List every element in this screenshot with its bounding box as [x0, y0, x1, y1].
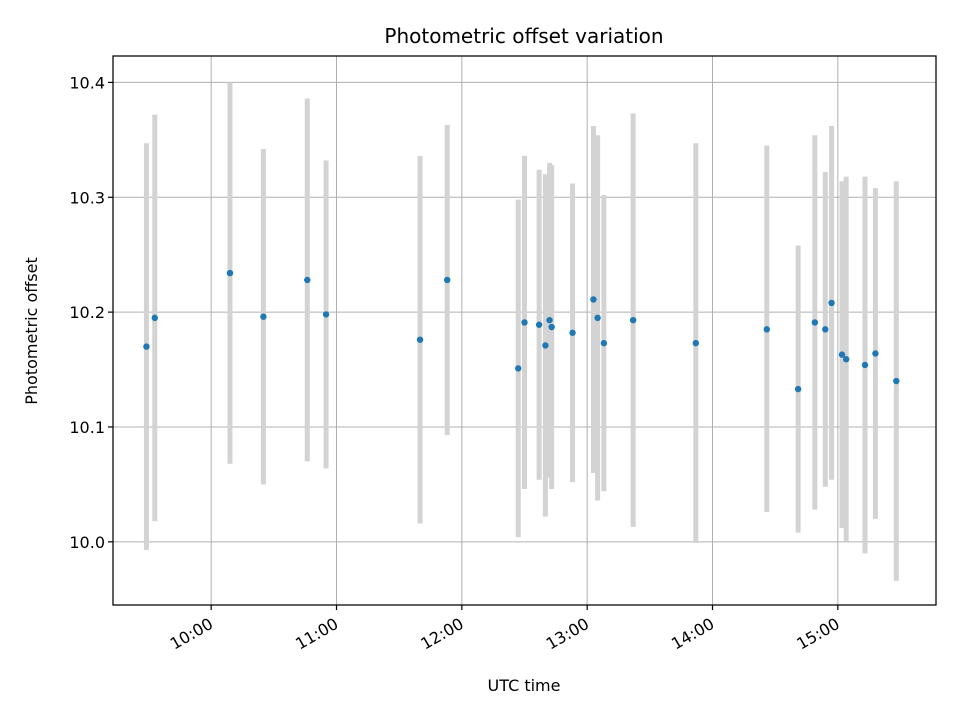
data-point	[594, 314, 601, 322]
data-point	[521, 319, 528, 326]
y-axis-ticks: 10.0 10.1 10.2 10.3 10.4	[69, 73, 113, 552]
data-point	[416, 336, 424, 343]
data-point	[151, 314, 158, 322]
data-point	[226, 269, 234, 277]
data-point	[546, 316, 553, 324]
data-point	[444, 276, 451, 284]
data-points	[143, 269, 900, 393]
data-point	[794, 385, 802, 393]
data-point	[548, 323, 555, 331]
plot-frame	[112, 55, 937, 606]
y-tick-label: 10.0	[69, 533, 105, 552]
y-tick-label: 10.2	[69, 303, 105, 322]
data-point	[763, 326, 771, 333]
y-tick-label: 10.4	[69, 73, 105, 92]
y-axis-label: Photometric offset	[22, 257, 41, 405]
data-point	[535, 321, 543, 328]
x-axis-label: UTC time	[488, 676, 561, 695]
data-point	[842, 356, 850, 363]
data-point	[893, 377, 900, 385]
data-point	[542, 342, 549, 349]
data-point	[692, 339, 699, 347]
data-point	[322, 311, 330, 318]
data-point	[828, 299, 835, 307]
data-point	[515, 365, 522, 372]
data-point	[629, 316, 637, 324]
data-point	[600, 339, 608, 347]
data-point	[260, 313, 267, 320]
data-point	[811, 319, 819, 326]
data-point	[569, 329, 576, 336]
data-point	[838, 351, 846, 358]
y-tick-label: 10.3	[69, 188, 105, 207]
data-point	[822, 326, 829, 333]
chart-title: Photometric offset variation	[384, 24, 663, 48]
data-point	[304, 276, 311, 284]
data-point	[590, 296, 597, 303]
y-tick-label: 10.1	[69, 418, 105, 437]
data-point	[143, 343, 150, 350]
data-point	[861, 361, 869, 369]
data-point	[872, 350, 879, 357]
